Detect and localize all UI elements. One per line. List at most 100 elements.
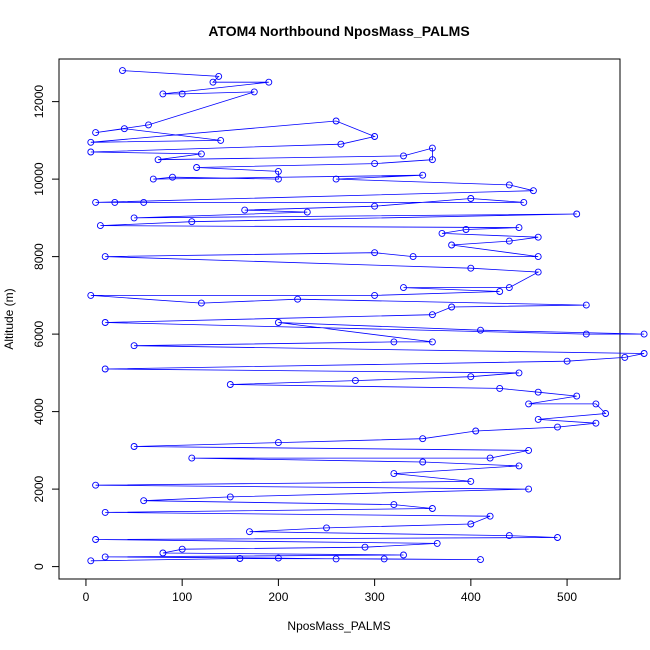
data-point (448, 241, 456, 249)
data-point (505, 181, 513, 189)
data-point (554, 423, 561, 431)
data-point (274, 439, 282, 447)
data-point (209, 78, 217, 86)
y-tick-label: 6000 (32, 320, 46, 347)
data-point (400, 551, 407, 559)
data-point (462, 226, 470, 233)
data-point (467, 477, 475, 485)
data-point (582, 301, 590, 309)
data-point (87, 148, 95, 156)
data-point (87, 138, 95, 146)
data-point (154, 156, 162, 164)
data-point (534, 253, 542, 261)
data-point (371, 160, 379, 168)
data-point (197, 299, 205, 307)
x-tick-label: 300 (365, 590, 385, 604)
data-point (274, 167, 282, 175)
y-tick-label: 12000 (32, 85, 46, 119)
data-point (332, 175, 340, 183)
data-point (525, 400, 533, 408)
data-point (101, 365, 109, 373)
data-point (332, 117, 340, 125)
data-layer (87, 67, 648, 565)
chart-title: ATOM4 Northbound NposMass_PALMS (208, 23, 469, 39)
data-point (294, 295, 302, 303)
data-point (467, 264, 475, 272)
data-point (534, 268, 542, 276)
data-point (178, 545, 186, 553)
data-point (534, 415, 542, 423)
data-point (332, 555, 340, 563)
data-point (520, 198, 528, 206)
data-point (400, 284, 407, 292)
data-point (602, 410, 610, 417)
x-axis-label: NposMass_PALMS (287, 619, 390, 633)
data-point (130, 214, 138, 222)
data-point (265, 78, 273, 86)
data-point (573, 210, 581, 218)
data-point (640, 350, 648, 357)
data-point (400, 152, 407, 160)
data-point (188, 218, 196, 226)
data-point (419, 458, 427, 466)
series-line (90, 70, 645, 562)
data-point (428, 505, 436, 512)
data-point (178, 90, 186, 98)
y-tick-label: 2000 (32, 475, 46, 502)
data-point (92, 536, 100, 543)
data-point (525, 485, 533, 493)
y-axis-label: Altitude (m) (2, 288, 16, 349)
data-point (241, 206, 249, 214)
data-point (130, 443, 138, 450)
data-point (419, 435, 427, 443)
data-point (236, 555, 244, 562)
data-point (92, 481, 100, 489)
data-point (496, 384, 504, 392)
data-point (371, 202, 379, 210)
data-point (515, 224, 523, 232)
data-point (467, 373, 475, 381)
data-point (592, 400, 600, 408)
data-point (96, 222, 104, 230)
data-point (193, 164, 201, 171)
data-point (92, 129, 100, 137)
data-point (101, 253, 109, 261)
data-point (140, 497, 148, 505)
data-point (428, 156, 436, 164)
plot-frame (58, 58, 621, 580)
data-point (371, 249, 379, 257)
data-point (505, 532, 513, 540)
data-point (554, 534, 561, 541)
data-point (92, 198, 100, 206)
data-point (428, 338, 436, 346)
x-tick-label: 200 (268, 590, 288, 604)
data-point (477, 326, 484, 334)
x-tick-label: 100 (172, 590, 192, 604)
data-point (130, 342, 138, 350)
data-point (159, 549, 167, 557)
data-point (111, 198, 119, 206)
data-point (419, 171, 427, 179)
y-tick-label: 4000 (32, 398, 46, 425)
data-point (361, 543, 369, 551)
data-point (197, 150, 205, 158)
data-point (472, 427, 480, 435)
data-point (246, 528, 253, 536)
data-point (534, 233, 542, 241)
data-point (371, 133, 379, 140)
data-point (525, 446, 533, 454)
data-point (433, 539, 441, 547)
data-point (145, 121, 152, 129)
data-point (467, 195, 475, 202)
data-point (563, 357, 571, 365)
data-point (87, 557, 95, 565)
data-point (515, 369, 523, 377)
data-point (371, 291, 379, 299)
data-point (101, 553, 109, 561)
data-point (120, 125, 128, 133)
data-point (274, 175, 282, 183)
data-point (274, 319, 282, 326)
data-point (390, 501, 398, 509)
data-point (534, 388, 542, 396)
